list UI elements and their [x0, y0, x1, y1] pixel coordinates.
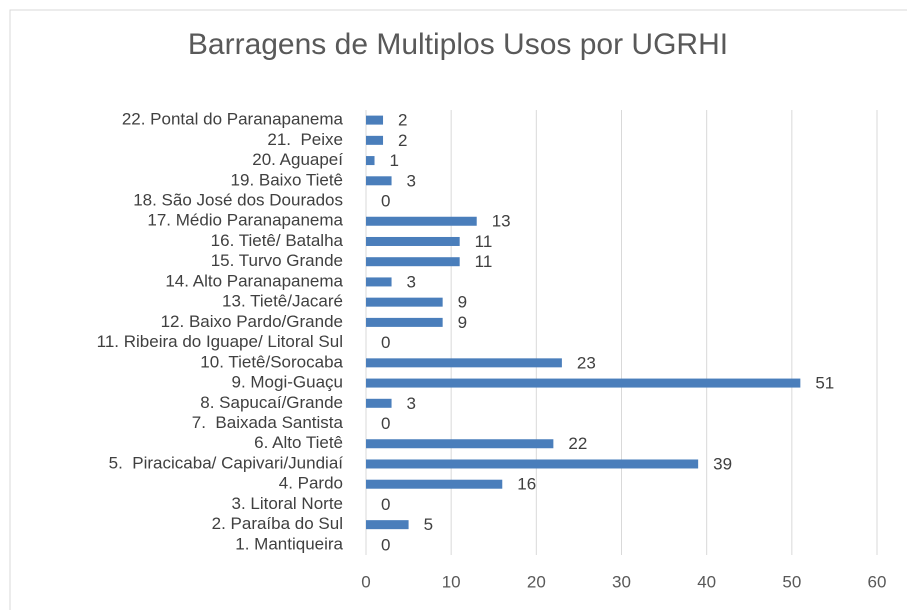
data-label: 0: [381, 495, 390, 514]
bar: [366, 459, 699, 469]
y-tick-label: 1. Mantiqueira: [235, 534, 343, 553]
y-tick-label: 9. Mogi-Guaçu: [232, 373, 344, 392]
y-tick-label: 22. Pontal do Paranapanema: [122, 110, 344, 129]
bar: [366, 520, 409, 530]
y-tick-label: 21. Peixe: [267, 130, 343, 149]
chart-title: Barragens de Multiplos Usos por UGRHI: [188, 28, 728, 61]
data-label: 2: [398, 111, 407, 130]
bar: [366, 257, 460, 267]
x-tick-label: 50: [782, 572, 801, 591]
y-tick-label: 3. Litoral Norte: [232, 494, 344, 513]
x-tick-label: 60: [868, 572, 887, 591]
data-label: 2: [398, 131, 407, 150]
y-tick-label: 19. Baixo Tietê: [231, 170, 343, 189]
data-label: 0: [381, 535, 390, 554]
y-tick-label: 14. Alto Paranapanema: [165, 271, 343, 290]
data-label: 16: [517, 475, 536, 494]
y-tick-label: 2. Paraíba do Sul: [212, 514, 343, 533]
bar: [366, 358, 562, 368]
y-tick-label: 6. Alto Tietê: [254, 433, 343, 452]
x-tick-label: 0: [361, 572, 370, 591]
data-label: 51: [815, 374, 834, 393]
bar: [366, 378, 801, 388]
y-tick-label: 15. Turvo Grande: [211, 251, 343, 270]
y-tick-label: 7. Baixada Santista: [192, 413, 344, 432]
data-label: 0: [381, 333, 390, 352]
y-tick-label: 18. São José dos Dourados: [133, 191, 343, 210]
data-label: 9: [458, 293, 467, 312]
x-tick-label: 10: [442, 572, 461, 591]
x-tick-label: 40: [697, 572, 716, 591]
bar: [366, 115, 384, 125]
data-label: 0: [381, 414, 390, 433]
y-tick-label: 16. Tietê/ Batalha: [211, 231, 344, 250]
data-label: 0: [381, 192, 390, 211]
bar: [366, 277, 392, 287]
data-label: 9: [458, 313, 467, 332]
y-tick-label: 11. Ribeira do Iguape/ Litoral Sul: [97, 332, 343, 351]
bar: [366, 439, 554, 449]
x-tick-label: 20: [527, 572, 546, 591]
bar: [366, 135, 384, 145]
data-label: 3: [407, 394, 416, 413]
y-tick-label: 20. Aguapeí: [252, 150, 343, 169]
data-label: 1: [390, 151, 399, 170]
data-label: 23: [577, 353, 596, 372]
data-label: 3: [407, 171, 416, 190]
bar: [366, 479, 503, 489]
data-label: 13: [492, 212, 511, 231]
chart-frame: [9, 9, 907, 615]
data-label: 11: [475, 232, 493, 251]
bar: [366, 216, 477, 226]
bar: [366, 176, 392, 186]
data-label: 11: [475, 252, 493, 271]
bar: [366, 297, 443, 307]
y-tick-label: 17. Médio Paranapanema: [147, 211, 343, 230]
data-label: 39: [713, 454, 732, 473]
data-label: 3: [407, 272, 416, 291]
y-tick-label: 4. Pardo: [279, 474, 343, 493]
bar: [366, 156, 375, 166]
bar: [366, 317, 443, 327]
x-tick-label: 30: [612, 572, 631, 591]
y-tick-label: 8. Sapucaí/Grande: [200, 393, 343, 412]
y-tick-label: 13. Tietê/Jacaré: [222, 292, 343, 311]
data-label: 5: [424, 515, 433, 534]
data-label: 22: [568, 434, 587, 453]
y-tick-label: 12. Baixo Pardo/Grande: [161, 312, 343, 331]
bar: [366, 236, 460, 246]
y-tick-label: 10. Tietê/Sorocaba: [200, 352, 343, 371]
bar: [366, 398, 392, 408]
y-tick-label: 5. Piracicaba/ Capivari/Jundiaí: [109, 453, 344, 472]
